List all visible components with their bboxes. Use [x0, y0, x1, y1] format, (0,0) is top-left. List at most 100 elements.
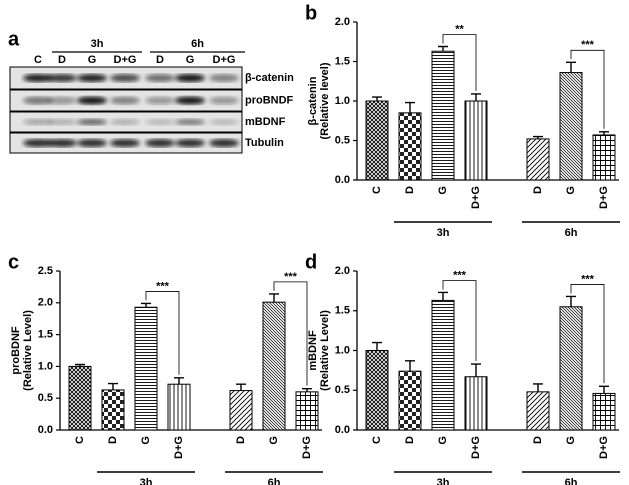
- error-bar: [236, 383, 246, 391]
- bar: [365, 350, 389, 431]
- group-label: 6h: [565, 477, 578, 485]
- band: [23, 119, 53, 125]
- x-tick-label: D+G: [598, 186, 610, 209]
- bar: [134, 306, 158, 431]
- lane-label: G: [88, 54, 97, 66]
- y-tick-label: 0.0: [38, 424, 53, 436]
- y-tick-label: 2.5: [38, 265, 53, 277]
- y-tick-label: 1.5: [335, 305, 350, 317]
- error-bar: [599, 131, 609, 135]
- band: [47, 119, 77, 125]
- lane-label: D: [156, 54, 164, 66]
- x-tick-label: C: [371, 186, 383, 194]
- x-tick-label: D: [532, 436, 544, 444]
- group-label: 3h: [91, 38, 104, 50]
- error-bar: [533, 135, 543, 139]
- significance-bracket: [145, 291, 180, 375]
- bar: [398, 370, 422, 431]
- band: [110, 74, 140, 82]
- y-tick-label: 0.5: [335, 134, 350, 146]
- band: [77, 119, 107, 125]
- error-bar: [438, 45, 448, 52]
- bar: [526, 391, 550, 431]
- x-tick-label: G: [437, 186, 449, 195]
- bar: [559, 306, 583, 431]
- band: [110, 119, 140, 125]
- error-bar: [372, 96, 382, 101]
- error-bar: [599, 385, 609, 394]
- band: [209, 96, 239, 105]
- band: [145, 119, 175, 125]
- lane-label: D+G: [114, 54, 137, 66]
- lane-label: G: [186, 54, 195, 66]
- x-tick-label: G: [437, 436, 449, 445]
- band: [110, 139, 140, 147]
- error-bar: [566, 295, 576, 307]
- y-tick-label: 0.5: [38, 392, 53, 404]
- y-tick-label: 0.0: [335, 174, 350, 186]
- significance-label: ***: [156, 280, 170, 292]
- band: [110, 96, 140, 105]
- bar: [229, 390, 253, 431]
- bar: [68, 365, 92, 431]
- y-axis-label: β-catenin: [307, 76, 319, 125]
- band: [23, 74, 53, 82]
- y-tick-label: 1.0: [335, 95, 350, 107]
- x-tick-label: C: [371, 436, 383, 444]
- significance-bracket: [442, 34, 477, 91]
- bar: [262, 301, 286, 431]
- error-bar: [438, 291, 448, 301]
- significance-label: **: [455, 23, 464, 35]
- lane-label: C: [34, 54, 42, 66]
- error-bar: [372, 341, 382, 351]
- band: [77, 96, 107, 105]
- band: [175, 119, 205, 125]
- band: [209, 139, 239, 147]
- band: [209, 119, 239, 125]
- error-bar: [141, 302, 151, 308]
- group-label: 6h: [565, 227, 578, 239]
- significance-label: ***: [581, 39, 595, 51]
- bar: [464, 100, 488, 181]
- band: [175, 74, 205, 82]
- x-tick-label: D: [107, 436, 119, 444]
- x-tick-label: D+G: [470, 186, 482, 209]
- panel-label: a: [8, 28, 20, 50]
- band: [77, 139, 107, 147]
- band: [47, 74, 77, 82]
- y-tick-label: 1.0: [38, 360, 53, 372]
- y-axis-label: proBDNF: [10, 326, 22, 375]
- x-tick-label: D: [532, 186, 544, 194]
- bar: [167, 383, 191, 431]
- significance-bracket: [570, 284, 605, 384]
- band: [145, 96, 175, 105]
- panel-label: b: [305, 2, 317, 24]
- x-tick-label: C: [74, 436, 86, 444]
- error-bar: [405, 360, 415, 372]
- x-tick-label: D: [404, 436, 416, 444]
- y-axis-label: mBDNF: [307, 330, 319, 371]
- significance-bracket: [570, 49, 605, 129]
- group-label: 6h: [268, 477, 281, 485]
- significance-label: ***: [284, 271, 298, 283]
- significance-bracket: [273, 281, 308, 386]
- bar: [431, 299, 455, 431]
- significance-bracket: [442, 280, 477, 362]
- error-bar: [471, 93, 481, 101]
- lane-label: D: [58, 54, 66, 66]
- y-axis-label: (Relative level): [319, 62, 331, 139]
- x-tick-label: D+G: [470, 436, 482, 459]
- bar: [592, 392, 616, 431]
- group-label: 3h: [140, 477, 153, 485]
- group-label: 3h: [437, 227, 450, 239]
- bar: [559, 72, 583, 181]
- band: [209, 74, 239, 82]
- y-axis-label: (Relative Level): [22, 310, 34, 391]
- significance-label: ***: [581, 273, 595, 285]
- error-bar: [75, 363, 85, 367]
- lane-label: D+G: [213, 54, 236, 66]
- y-tick-label: 2.0: [335, 16, 350, 28]
- x-tick-label: G: [140, 436, 152, 445]
- y-axis-label: (Relative Level): [319, 310, 331, 391]
- group-label: 6h: [191, 38, 204, 50]
